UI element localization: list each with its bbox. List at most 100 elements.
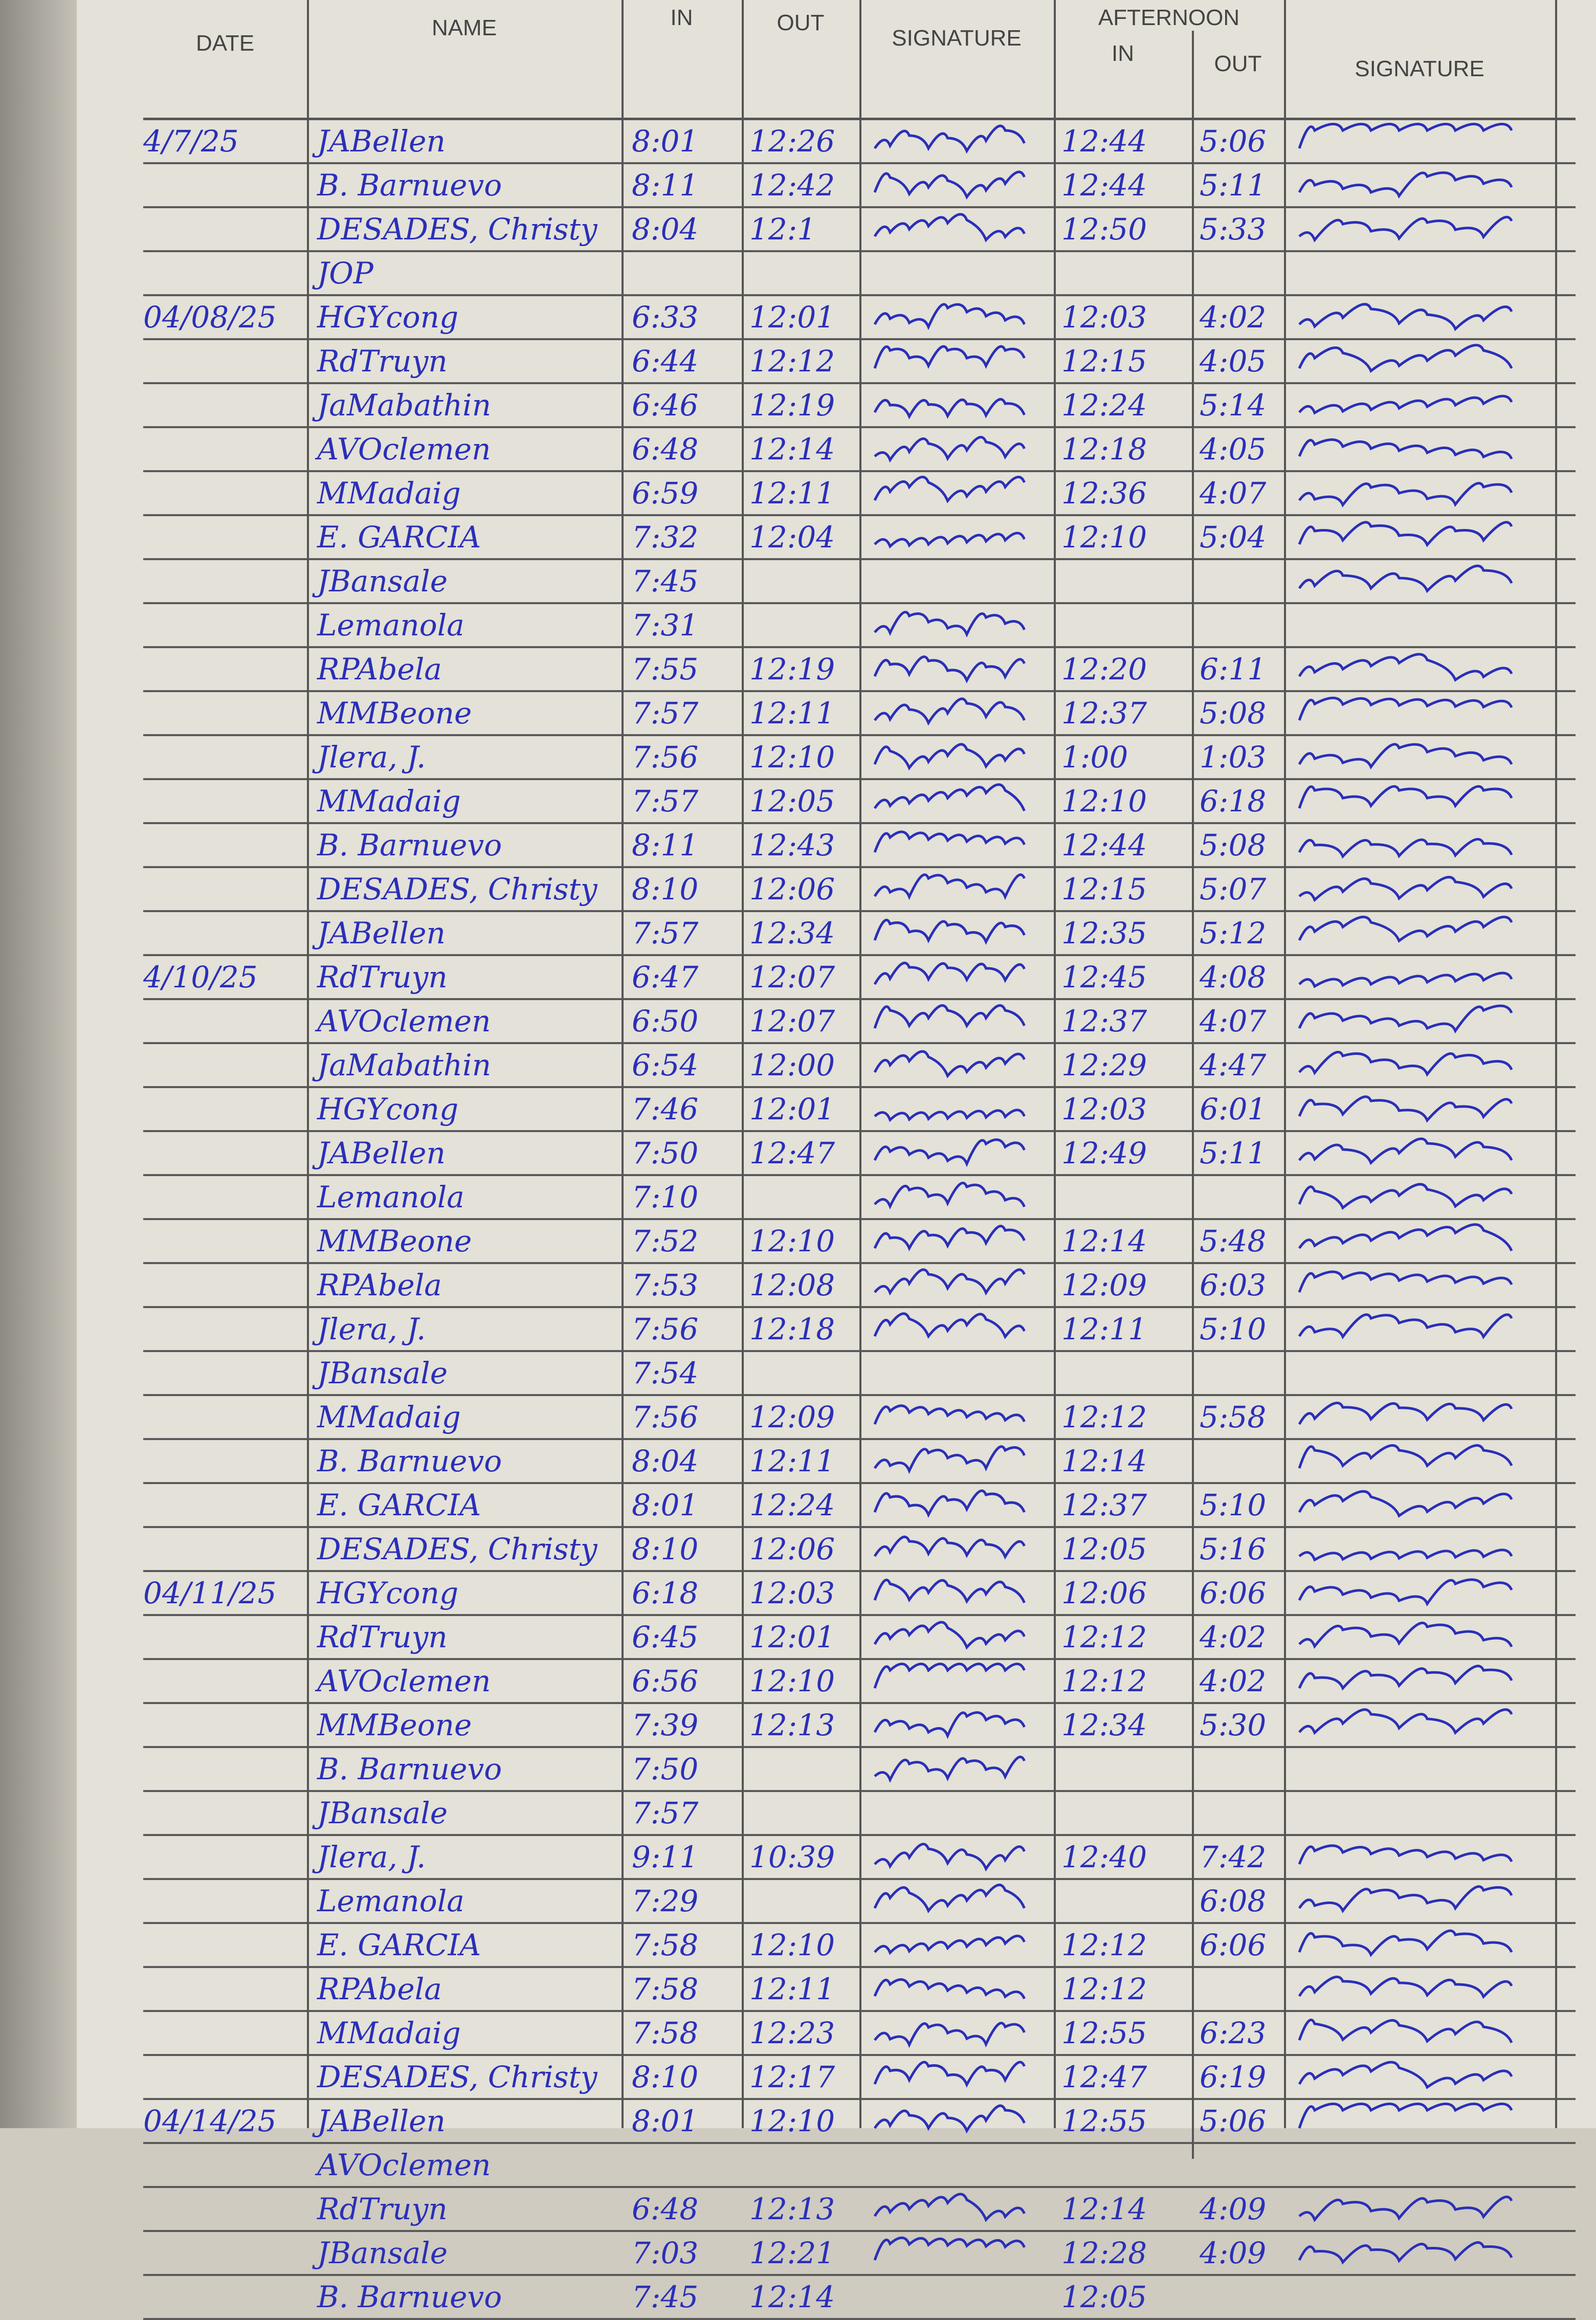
am-out-cell: 12:00 [749,1048,835,1082]
pm-out-cell: 5:12 [1200,916,1267,951]
date-cell [143,208,307,250]
date-cell [143,1000,307,1042]
am-signature-mark [870,956,1044,998]
signature-scribble [1298,215,1513,242]
signature-scribble [1298,696,1513,721]
name-cell: B. Barnuevo [317,1444,502,1478]
pm-out-cell: 5:10 [1200,1312,1267,1346]
pm-in-cell: 12:28 [1061,2236,1147,2270]
pm-signature-mark [1294,340,1540,382]
am-signature-mark [870,1440,1044,1482]
date-cell [143,1924,307,1966]
pm-signature-mark [1294,1000,1540,1042]
signature-scribble [1298,564,1513,593]
signature-scribble [873,1621,1026,1650]
column-divider [742,0,744,2128]
pm-out-cell: 5:07 [1200,872,1267,907]
name-cell: HGYcong [317,1576,459,1610]
pm-out-cell [1200,1440,1287,1482]
pm-in-cell: 12:55 [1061,2104,1147,2138]
name-cell: JABellen [317,124,446,159]
signature-scribble [1298,521,1513,547]
pm-out-cell: 4:02 [1200,1664,1267,1698]
am-signature-mark [870,296,1044,338]
name-cell: Lemanola [317,1884,464,1918]
date-cell: 04/14/25 [143,2104,277,2138]
signature-scribble [873,1663,1026,1689]
pm-in-cell: 12:24 [1061,388,1147,423]
pm-signature-mark [1294,472,1540,514]
pm-signature-mark [1294,428,1540,470]
signature-scribble [873,1004,1026,1029]
pm-out-cell: 5:14 [1200,388,1267,423]
pm-out-cell: 5:06 [1200,124,1267,159]
am-signature-mark [870,824,1044,866]
pm-in-cell: 12:15 [1061,344,1147,379]
pm-out-cell: 5:16 [1200,1532,1267,1566]
am-out-cell: 12:01 [749,1620,835,1654]
signature-scribble [1298,1844,1513,1865]
am-signature-mark [870,912,1044,954]
pm-out-cell: 4:02 [1200,300,1267,335]
am-out-cell: 12:47 [749,1136,835,1170]
date-cell [143,604,307,646]
pm-signature-mark [1294,1396,1540,1438]
signature-scribble [1298,1051,1513,1077]
pm-in-cell: 12:37 [1061,696,1147,731]
name-cell: Jlera, J. [317,1312,426,1346]
am-in-cell: 7:56 [632,740,699,775]
name-cell: B. Barnuevo [317,1752,502,1786]
signature-scribble [1298,2103,1513,2129]
am-signature-mark [870,1880,1044,1922]
pm-out-cell: 5:11 [1200,1136,1267,1170]
pm-in-cell: 12:40 [1061,1840,1147,1874]
pm-signature-mark [1294,780,1540,822]
am-out-cell [749,1748,859,1790]
am-in-cell: 7:57 [632,696,699,731]
pm-signature-mark [1294,912,1540,954]
signature-scribble [1298,1578,1513,1607]
pm-in-cell: 1:00 [1061,740,1128,775]
name-cell: Jlera, J. [317,740,426,775]
signature-scribble [873,697,1026,726]
am-in-cell: 8:10 [632,2060,699,2094]
pm-in-cell: 12:47 [1061,2060,1147,2094]
am-out-cell: 12:10 [749,740,835,775]
am-in-cell: 7:03 [632,2236,699,2270]
date-cell [143,428,307,470]
pm-out-cell: 7:42 [1200,1840,1267,1874]
am-in-cell: 7:56 [632,1312,699,1346]
name-cell: MMBeone [317,1708,472,1742]
name-cell: RdTruyn [317,960,448,995]
name-cell: AVOclemen [317,1004,491,1039]
signature-scribble [1298,1665,1513,1691]
date-cell [143,1440,307,1482]
pm-in-cell [1061,1880,1192,1922]
date-cell [143,252,307,294]
pm-in-cell [1061,1176,1192,1218]
date-cell [143,1528,307,1570]
name-cell: DESADES, Christy [317,212,597,247]
am-in-cell: 6:45 [632,1620,699,1654]
date-cell [143,472,307,514]
signature-scribble [1298,876,1513,902]
am-out-cell [749,1176,859,1218]
pm-signature-mark [1294,1176,1540,1218]
am-out-cell: 12:10 [749,2104,835,2138]
pm-signature-mark [1294,296,1540,338]
pm-out-cell: 4:09 [1200,2192,1267,2226]
name-cell: RPAbela [317,1268,442,1302]
pm-signature-mark [1294,1660,1540,1702]
pm-out-cell: 6:06 [1200,1576,1267,1610]
signature-scribble [873,1050,1026,1078]
am-out-cell [749,604,859,646]
column-divider [1054,0,1056,2128]
am-in-cell: 7:50 [632,1752,699,1786]
signature-scribble [873,918,1026,945]
signature-scribble [1298,2195,1513,2222]
pm-out-cell: 6:19 [1200,2060,1267,2094]
pm-out-cell: 6:03 [1200,1268,1267,1302]
am-signature-mark [870,516,1044,558]
pm-in-cell: 12:10 [1061,520,1147,555]
signature-scribble [874,1843,1026,1872]
